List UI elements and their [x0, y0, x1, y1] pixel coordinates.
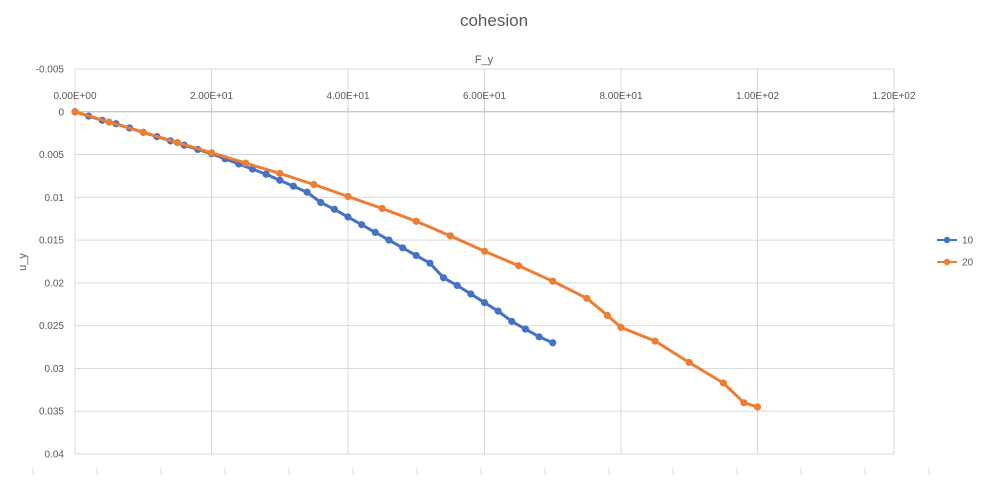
data-point	[276, 176, 284, 184]
data-point	[71, 108, 79, 116]
axes: -0.005 0 0.005 0.01 0.015 0.02 0.025 0.03 0.035 0…	[32, 65, 930, 475]
series-20	[71, 108, 762, 411]
y-tick-label: 0.025	[39, 321, 64, 332]
series-group	[71, 108, 762, 411]
data-point	[385, 236, 393, 244]
data-point	[651, 337, 659, 345]
data-point	[378, 204, 386, 213]
data-point	[412, 217, 420, 225]
data-point	[521, 325, 530, 333]
y-axis-title: u_y	[17, 253, 29, 271]
data-point	[439, 274, 448, 282]
data-point	[412, 251, 420, 260]
data-point	[330, 205, 338, 213]
data-point	[262, 170, 270, 178]
data-point	[719, 379, 727, 387]
data-point	[508, 317, 516, 325]
x-tick-label: 8.00E+01	[599, 91, 643, 102]
data-point	[685, 358, 693, 367]
data-point	[276, 169, 284, 177]
data-point	[310, 180, 318, 189]
y-tick-label: 0.03	[45, 364, 65, 375]
data-point	[617, 323, 625, 331]
data-point	[344, 213, 352, 221]
legend-marker-20	[943, 258, 951, 266]
data-point	[467, 290, 475, 298]
y-tick-label: 0.035	[39, 407, 64, 418]
data-point	[740, 399, 748, 407]
x-tick-label: 1.20E+02	[872, 91, 916, 102]
data-point	[494, 307, 502, 315]
data-point	[358, 221, 366, 229]
x-tick-label: 0.00E+00	[53, 91, 97, 102]
legend-label-20: 20	[962, 258, 974, 269]
data-point	[549, 277, 557, 285]
data-point	[105, 118, 113, 126]
data-point	[399, 244, 407, 252]
data-point	[303, 188, 311, 196]
data-point	[480, 247, 489, 255]
chart-title: cohesion	[460, 11, 528, 30]
x-tick-label: 6.00E+01	[463, 91, 507, 102]
data-point	[583, 294, 591, 302]
data-point	[317, 198, 325, 207]
y-tick-label: 0.005	[39, 150, 64, 161]
y-tick-label: 0.04	[45, 450, 65, 461]
x-axis-title: F_y	[475, 54, 494, 66]
data-point	[446, 232, 454, 240]
data-point	[603, 311, 611, 319]
data-point	[289, 182, 297, 190]
y-tick-label: 0.02	[45, 278, 65, 289]
data-point	[207, 149, 216, 157]
data-point	[173, 138, 181, 147]
data-point	[535, 333, 543, 341]
y-tick-label: 0.015	[39, 236, 64, 247]
y-tick-label: 0.01	[45, 193, 65, 204]
data-point	[242, 159, 250, 167]
data-point	[453, 281, 461, 290]
x-tick-label: 1.00E+02	[736, 91, 780, 102]
x-tick-label: 2.00E+01	[190, 91, 234, 102]
y-tick-label: 0	[58, 107, 64, 118]
legend-label-10: 10	[962, 236, 974, 247]
data-point	[248, 165, 257, 173]
data-point	[549, 339, 557, 347]
data-point	[480, 298, 489, 307]
data-point	[344, 192, 352, 201]
data-point	[426, 259, 434, 267]
legend: 10 20	[937, 236, 974, 269]
legend-marker-10	[943, 236, 951, 244]
x-tick-label: 4.00E+01	[326, 91, 370, 102]
data-point	[515, 262, 523, 270]
data-point	[371, 228, 379, 237]
data-point	[139, 128, 147, 136]
y-tick-label: -0.005	[36, 65, 65, 76]
data-point	[753, 403, 762, 411]
